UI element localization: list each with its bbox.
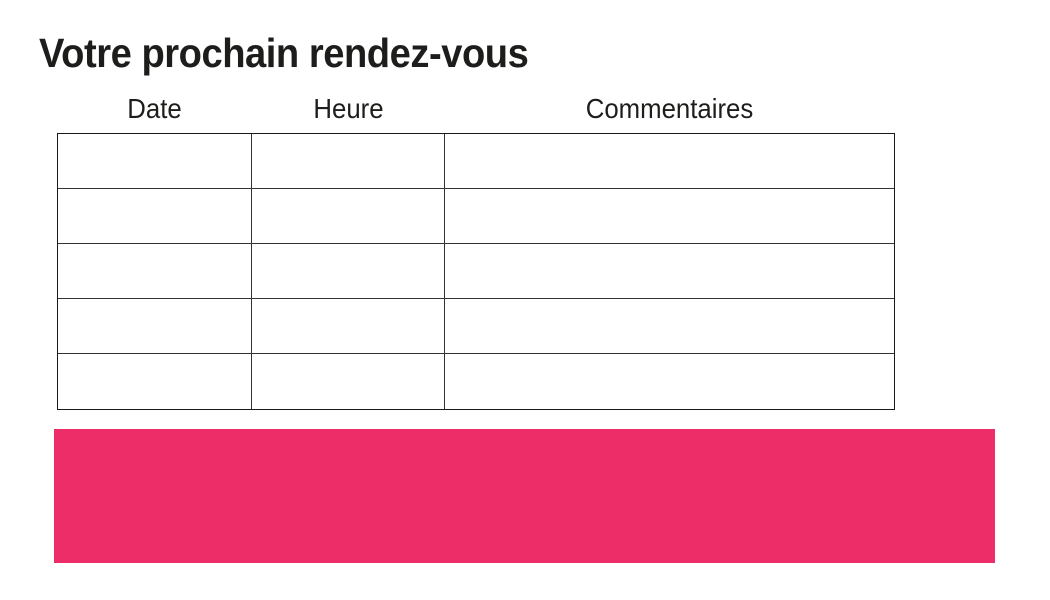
page-title: Votre prochain rendez-vous — [39, 30, 529, 76]
table-cell-date — [58, 299, 252, 353]
table-row — [58, 189, 894, 244]
table-cell-commentaires — [445, 244, 894, 298]
table-row — [58, 299, 894, 354]
table-cell-heure — [252, 354, 445, 409]
table-cell-commentaires — [445, 134, 894, 188]
table-cell-heure — [252, 244, 445, 298]
table-cell-commentaires — [445, 354, 894, 409]
table-row — [58, 244, 894, 299]
appointments-table — [57, 133, 895, 410]
table-cell-date — [58, 134, 252, 188]
table-cell-date — [58, 189, 252, 243]
table-cell-date — [58, 354, 252, 409]
column-header-heure: Heure — [313, 93, 384, 124]
table-cell-heure — [252, 299, 445, 353]
table-header-row: Date Heure Commentaires — [57, 91, 894, 127]
column-header-commentaires: Commentaires — [585, 93, 754, 124]
table-cell-heure — [252, 189, 445, 243]
column-header-date: Date — [127, 93, 182, 124]
pink-highlight-banner — [54, 429, 995, 563]
table-cell-heure — [252, 134, 445, 188]
table-row — [58, 354, 894, 409]
table-row — [58, 134, 894, 189]
table-cell-date — [58, 244, 252, 298]
table-cell-commentaires — [445, 299, 894, 353]
table-cell-commentaires — [445, 189, 894, 243]
